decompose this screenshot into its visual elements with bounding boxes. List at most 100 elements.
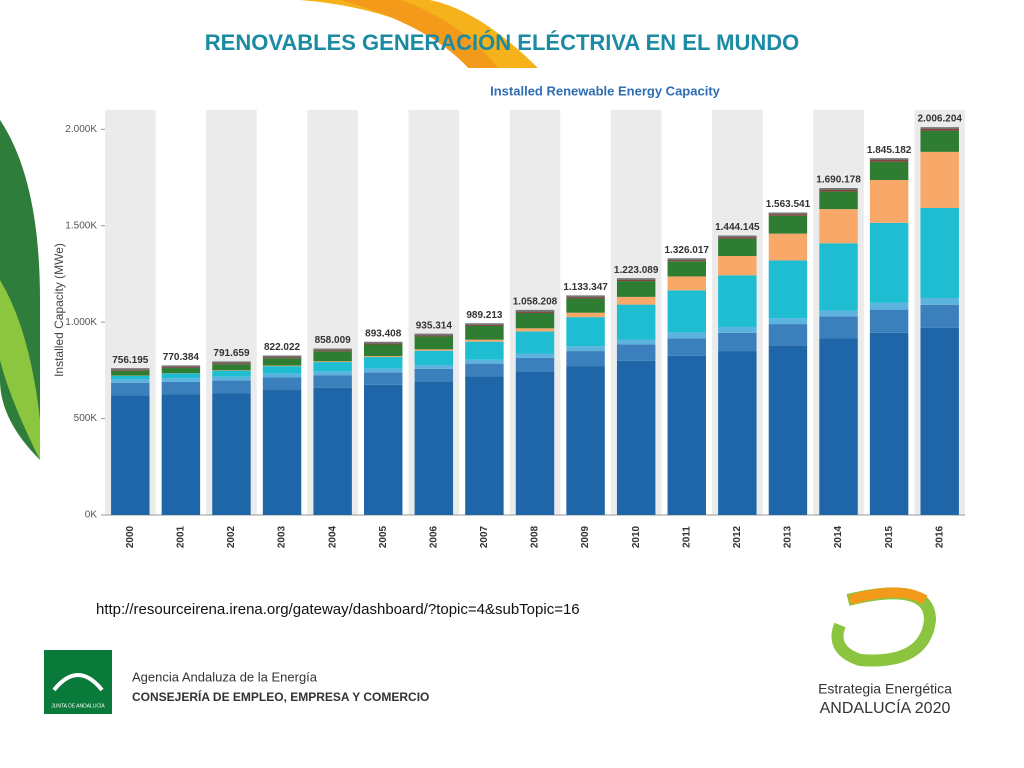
bar-segment bbox=[465, 359, 504, 364]
x-tick-label: 2012 bbox=[732, 525, 743, 548]
bar-segment bbox=[768, 233, 808, 261]
strategy-line: ANDALUCÍA 2020 bbox=[820, 698, 951, 717]
x-tick-label: 2001 bbox=[176, 525, 187, 548]
total-label: 858.009 bbox=[315, 335, 352, 346]
logo-arch bbox=[52, 673, 104, 692]
bar-segment bbox=[161, 378, 201, 382]
total-label: 1.845.182 bbox=[867, 145, 912, 156]
bar-segment bbox=[212, 380, 251, 394]
bar-segment bbox=[414, 349, 454, 351]
bar-segment bbox=[515, 310, 555, 313]
bar-segment bbox=[212, 393, 251, 515]
bar-segment bbox=[768, 215, 808, 234]
bar-segment bbox=[364, 372, 403, 385]
bar-segment bbox=[515, 328, 555, 332]
total-label: 989.213 bbox=[466, 310, 503, 321]
bar-segment bbox=[718, 238, 757, 256]
bar-segment bbox=[212, 376, 251, 381]
bar-segment bbox=[667, 355, 706, 515]
bar-segment bbox=[920, 207, 959, 299]
bar-segment bbox=[920, 130, 959, 152]
bar-segment bbox=[616, 339, 656, 345]
total-label: 822.022 bbox=[264, 342, 301, 353]
bar-segment bbox=[718, 332, 757, 352]
bar-segment bbox=[869, 332, 909, 515]
agency-name: Agencia Andaluza de la Energía bbox=[132, 669, 318, 684]
bar-segment bbox=[262, 373, 302, 378]
bar-segment bbox=[718, 255, 757, 276]
bar-segment bbox=[313, 362, 352, 372]
bar-segment bbox=[869, 222, 909, 303]
ministry-name: CONSEJERÍA DE EMPLEO, EMPRESA Y COMERCIO bbox=[132, 689, 429, 704]
bar-segment bbox=[364, 384, 403, 515]
bar-segment bbox=[111, 382, 150, 396]
bar-segment bbox=[313, 371, 352, 376]
bar-segment bbox=[414, 336, 454, 350]
bar-segment bbox=[768, 345, 808, 515]
bar-segment bbox=[920, 327, 959, 515]
y-tick-label: 1.000K bbox=[65, 317, 97, 328]
x-tick-label: 2006 bbox=[428, 525, 439, 548]
junta-logo bbox=[44, 650, 112, 714]
bar-segment bbox=[819, 310, 858, 317]
x-tick-label: 2010 bbox=[631, 525, 642, 548]
bar-segment bbox=[414, 368, 454, 382]
x-tick-label: 2014 bbox=[833, 525, 844, 548]
bar-segment bbox=[515, 371, 555, 515]
bar-segment bbox=[667, 332, 706, 339]
bar-segment bbox=[920, 298, 959, 305]
bar-segment bbox=[616, 304, 656, 340]
bar-segment bbox=[920, 128, 959, 131]
bar-segment bbox=[768, 213, 808, 216]
source-url: http://resourceirena.irena.org/gateway/d… bbox=[96, 601, 580, 618]
bar-segment bbox=[364, 368, 403, 373]
slide-title: RENOVABLES GENERACIÓN ELÉCTRIVA EN EL MU… bbox=[205, 30, 799, 55]
x-tick-label: 2003 bbox=[277, 525, 288, 548]
x-tick-label: 2015 bbox=[884, 525, 895, 548]
x-tick-label: 2005 bbox=[378, 525, 389, 548]
total-label: 1.444.145 bbox=[715, 222, 760, 233]
bar-segment bbox=[465, 326, 504, 340]
bar-segment bbox=[616, 360, 656, 515]
bar-segment bbox=[566, 351, 605, 367]
total-label: 1.133.347 bbox=[563, 282, 608, 293]
bar-segment bbox=[920, 151, 959, 208]
bar-segment bbox=[819, 189, 858, 192]
bar-segment bbox=[869, 161, 909, 181]
bar-segment bbox=[667, 276, 706, 291]
decor-leaf bbox=[0, 280, 40, 460]
bar-segment bbox=[869, 180, 909, 223]
total-label: 791.659 bbox=[213, 348, 250, 359]
bar-segment bbox=[869, 159, 909, 162]
bar-segment bbox=[364, 344, 403, 357]
bar-segment bbox=[161, 381, 201, 395]
bar-segment bbox=[869, 302, 909, 310]
total-label: 935.314 bbox=[416, 320, 453, 331]
bar-segment bbox=[768, 318, 808, 325]
x-tick-label: 2016 bbox=[934, 525, 945, 548]
total-label: 1.690.178 bbox=[816, 175, 861, 186]
bar-segment bbox=[515, 331, 555, 354]
total-label: 1.326.017 bbox=[665, 245, 710, 256]
bar-segment bbox=[616, 296, 656, 305]
bar-segment bbox=[465, 363, 504, 377]
x-tick-label: 2011 bbox=[681, 526, 692, 548]
x-tick-label: 2013 bbox=[783, 525, 794, 548]
bar-segment bbox=[161, 373, 201, 379]
bar-segment bbox=[566, 298, 605, 313]
bar-segment bbox=[566, 346, 605, 352]
bar-segment bbox=[111, 395, 150, 515]
bar-segment bbox=[262, 377, 302, 391]
bar-segment bbox=[465, 376, 504, 515]
bar-segment bbox=[262, 366, 302, 374]
y-tick-label: 500K bbox=[74, 413, 98, 424]
bar-segment bbox=[313, 361, 352, 363]
bar-segment bbox=[414, 364, 454, 369]
bar-segment bbox=[566, 366, 605, 515]
y-axis-label: Installed Capacity (MWe) bbox=[52, 243, 66, 377]
total-label: 1.563.541 bbox=[766, 199, 811, 210]
total-label: 1.058.208 bbox=[513, 297, 558, 308]
bar-segment bbox=[819, 191, 858, 210]
total-label: 1.223.089 bbox=[614, 265, 659, 276]
